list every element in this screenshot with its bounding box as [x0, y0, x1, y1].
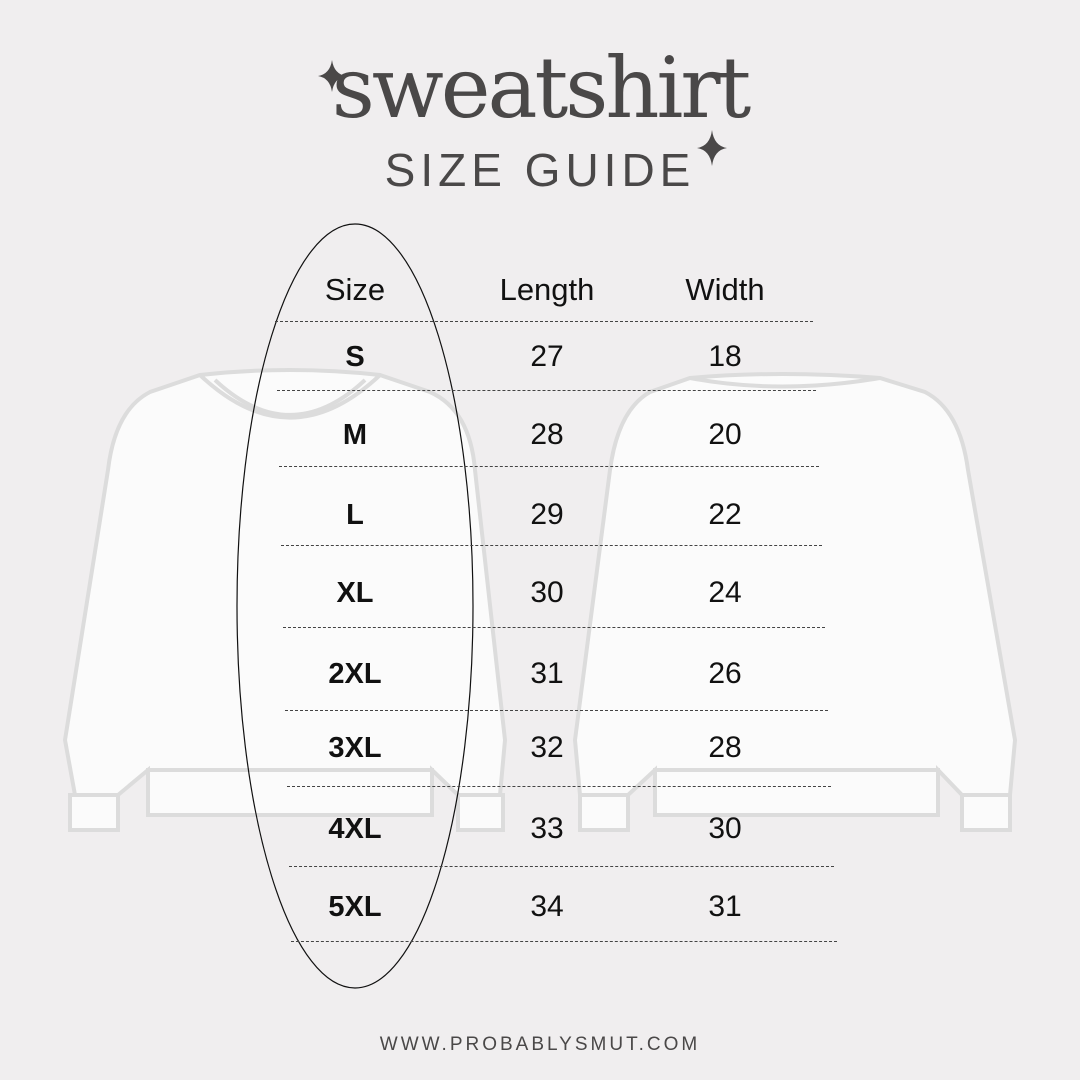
row-divider — [289, 866, 834, 867]
sweatshirt-front-illustration — [62, 368, 508, 832]
size-cell: 4XL — [328, 813, 382, 845]
row-divider — [283, 627, 825, 628]
width-cell: 28 — [708, 731, 742, 764]
length-cell: 28 — [530, 418, 564, 451]
width-cell: 18 — [708, 340, 742, 373]
width-cell: 31 — [708, 890, 742, 923]
length-cell: 32 — [530, 731, 564, 764]
length-cell: 33 — [530, 812, 564, 845]
size-cell: M — [342, 419, 368, 451]
width-cell: 20 — [708, 418, 742, 451]
width-cell: 26 — [708, 657, 742, 690]
size-cell: L — [346, 499, 364, 531]
size-column-highlight-ellipse — [236, 223, 474, 989]
size-cell: XL — [336, 577, 374, 609]
column-header: Width — [685, 272, 765, 307]
size-cell: 5XL — [328, 891, 382, 923]
row-divider — [275, 321, 813, 322]
row-divider — [291, 941, 837, 942]
width-cell: 22 — [708, 498, 742, 531]
size-cell: S — [345, 341, 365, 373]
sparkle-icon — [697, 130, 727, 166]
length-cell: 30 — [530, 576, 564, 609]
width-cell: 24 — [708, 576, 742, 609]
size-cell: 2XL — [328, 658, 382, 690]
row-divider — [277, 390, 816, 391]
sweatshirt-back-illustration — [572, 372, 1018, 832]
column-header: Size — [324, 272, 386, 307]
row-divider — [285, 710, 828, 711]
length-cell: 29 — [530, 498, 564, 531]
row-divider — [287, 786, 831, 787]
website-url: WWW.PROBABLYSMUT.COM — [379, 1034, 701, 1055]
page-title: sweatshirt — [331, 39, 752, 137]
column-header: Length — [499, 272, 595, 307]
row-divider — [281, 545, 822, 546]
size-cell: 3XL — [328, 732, 382, 764]
width-cell: 30 — [708, 812, 742, 845]
row-divider — [279, 466, 819, 467]
length-cell: 31 — [530, 657, 564, 690]
sparkle-icon — [318, 60, 346, 92]
length-cell: 27 — [530, 340, 564, 373]
length-cell: 34 — [530, 890, 564, 923]
page-subtitle: SIZE GUIDE — [384, 144, 696, 196]
